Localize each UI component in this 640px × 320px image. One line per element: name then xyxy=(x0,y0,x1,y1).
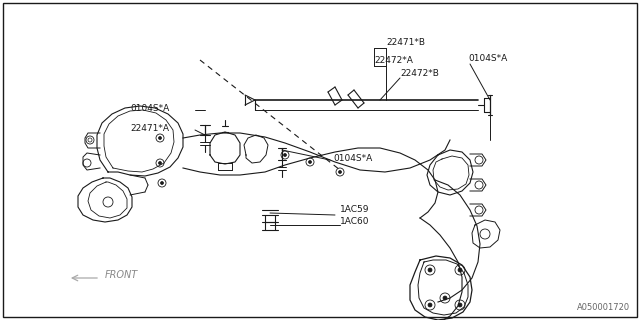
Text: 1AC60: 1AC60 xyxy=(340,218,369,227)
Circle shape xyxy=(161,181,163,185)
Circle shape xyxy=(308,161,312,164)
Text: 0104S*A: 0104S*A xyxy=(130,103,169,113)
Text: 22471*B: 22471*B xyxy=(386,37,425,46)
Circle shape xyxy=(428,303,432,307)
Circle shape xyxy=(458,303,462,307)
Text: 22472*A: 22472*A xyxy=(374,55,413,65)
Circle shape xyxy=(428,268,432,272)
Text: 0104S*A: 0104S*A xyxy=(468,53,508,62)
Circle shape xyxy=(339,171,342,173)
Circle shape xyxy=(159,162,161,164)
Text: 1AC59: 1AC59 xyxy=(340,205,369,214)
Circle shape xyxy=(284,154,287,156)
Circle shape xyxy=(159,137,161,140)
Text: 22471*A: 22471*A xyxy=(130,124,169,132)
Circle shape xyxy=(458,268,462,272)
Text: 0104S*A: 0104S*A xyxy=(333,154,372,163)
Text: A050001720: A050001720 xyxy=(577,303,630,312)
Text: FRONT: FRONT xyxy=(105,270,138,280)
Text: 22472*B: 22472*B xyxy=(400,68,439,77)
Circle shape xyxy=(443,296,447,300)
